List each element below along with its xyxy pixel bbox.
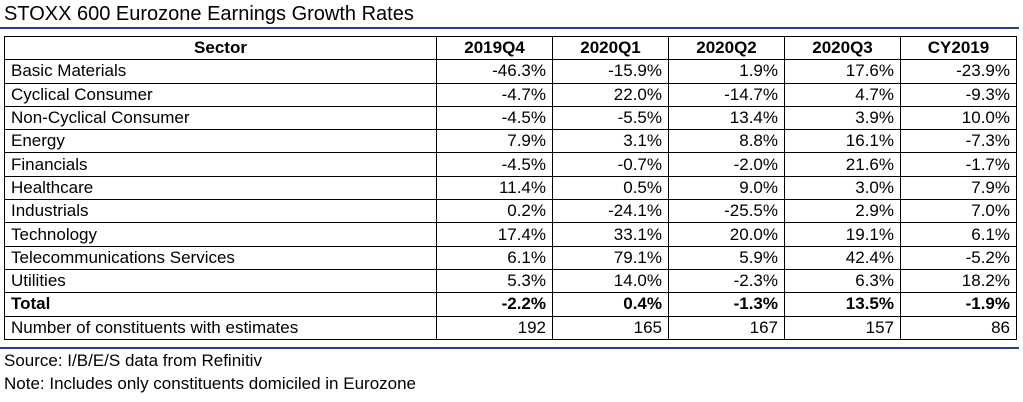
cell-value: 4.7% [784,82,901,107]
cell-value: -4.7% [436,82,553,107]
row-label: Healthcare [4,175,437,201]
column-header-2020q1: 2020Q1 [552,35,669,61]
column-header-2020q3: 2020Q3 [784,35,901,61]
cell-value: -7.3% [900,129,1017,154]
cell-value: 5.3% [436,268,553,294]
column-header-sector: Sector [4,35,437,61]
title-rule [0,27,1019,29]
table-row: Healthcare 11.4% 0.5% 9.0% 3.0% 7.9% [4,175,1017,201]
cell-value: 3.0% [784,175,901,201]
table-row: Technology 17.4% 33.1% 20.0% 19.1% 6.1% [4,222,1017,247]
cell-value: -2.0% [668,152,785,177]
cell-value: 0.2% [436,199,553,224]
row-label: Telecommunications Services [4,245,437,270]
cell-value: 20.0% [668,222,785,247]
cell-value: 21.6% [784,152,901,177]
cell-value: -1.7% [900,152,1017,177]
cell-value: 13.5% [784,292,901,317]
cell-value: -2.2% [436,292,553,317]
cell-value: 17.4% [436,222,553,247]
cell-value: 165 [552,315,669,340]
cell-value: 18.2% [900,268,1017,294]
cell-value: 0.5% [552,175,669,201]
column-header-2020q2: 2020Q2 [668,35,785,61]
cell-value: -5.5% [552,105,669,131]
column-header-2019q4: 2019Q4 [436,35,553,61]
cell-value: 8.8% [668,129,785,154]
cell-value: 14.0% [552,268,669,294]
row-label: Total [4,292,437,317]
cell-value: 33.1% [552,222,669,247]
row-label: Industrials [4,199,437,224]
cell-value: 9.0% [668,175,785,201]
earnings-growth-table: Sector 2019Q4 2020Q1 2020Q2 2020Q3 CY2019 Bas… [4,35,1017,340]
table-row: Cyclical Consumer -4.7% 22.0% -14.7% 4.7% -9.… [4,82,1017,107]
cell-value: -15.9% [552,59,669,84]
domicile-note: Note: Includes only constituents domicil… [4,374,417,393]
cell-value: 0.4% [552,292,669,317]
row-label: Financials [4,152,437,177]
cell-value: 3.1% [552,129,669,154]
source-note: Source: I/B/E/S data from Refinitiv [4,351,262,370]
row-label: Cyclical Consumer [4,82,437,107]
cell-value: 42.4% [784,245,901,270]
table-row: Energy 7.9% 3.1% 8.8% 16.1% -7.3% [4,129,1017,154]
cell-value: -46.3% [436,59,553,84]
table-row: Industrials 0.2% -24.1% -25.5% 2.9% 7.0% [4,199,1017,224]
cell-value: 6.1% [900,222,1017,247]
cell-value: 6.1% [436,245,553,270]
cell-value: 79.1% [552,245,669,270]
cell-value: 192 [436,315,553,340]
row-label: Technology [4,222,437,247]
cell-value: 19.1% [784,222,901,247]
cell-value: 1.9% [668,59,785,84]
row-label: Non-Cyclical Consumer [4,105,437,131]
cell-value: -2.3% [668,268,785,294]
cell-value: 167 [668,315,785,340]
table-title: STOXX 600 Eurozone Earnings Growth Rates [4,3,414,25]
row-label: Number of constituents with estimates [4,315,437,340]
cell-value: 6.3% [784,268,901,294]
cell-value: -23.9% [900,59,1017,84]
cell-value: 86 [900,315,1017,340]
table-body: Basic Materials -46.3% -15.9% 1.9% 17.6% -23.… [4,59,1017,340]
cell-value: -1.9% [900,292,1017,317]
table-row: Telecommunications Services 6.1% 79.1% 5.9%… [4,245,1017,270]
cell-value: 3.9% [784,105,901,131]
cell-value: -9.3% [900,82,1017,107]
cell-value: 5.9% [668,245,785,270]
total-row: Total -2.2% 0.4% -1.3% 13.5% -1.9% [4,292,1017,317]
cell-value: -1.3% [668,292,785,317]
cell-value: 7.9% [900,175,1017,201]
cell-value: -24.1% [552,199,669,224]
cell-value: 16.1% [784,129,901,154]
cell-value: 7.9% [436,129,553,154]
cell-value: -0.7% [552,152,669,177]
row-label: Energy [4,129,437,154]
header-row: Sector 2019Q4 2020Q1 2020Q2 2020Q3 CY2019 [4,35,1017,61]
cell-value: -4.5% [436,152,553,177]
cell-value: 13.4% [668,105,785,131]
table-row: Financials -4.5% -0.7% -2.0% 21.6% -1.7% [4,152,1017,177]
cell-value: -14.7% [668,82,785,107]
footer-rule [0,347,1019,349]
column-header-cy2019: CY2019 [900,35,1017,61]
cell-value: 17.6% [784,59,901,84]
row-label: Utilities [4,268,437,294]
table-row: Number of constituents with estimates 192… [4,315,1017,340]
cell-value: 22.0% [552,82,669,107]
cell-value: -25.5% [668,199,785,224]
cell-value: 10.0% [900,105,1017,131]
cell-value: 11.4% [436,175,553,201]
cell-value: 157 [784,315,901,340]
cell-value: -5.2% [900,245,1017,270]
row-label: Basic Materials [4,59,437,84]
table-row: Non-Cyclical Consumer -4.5% -5.5% 13.4% 3.9%… [4,105,1017,131]
table-row: Basic Materials -46.3% -15.9% 1.9% 17.6% -23.… [4,59,1017,84]
cell-value: 7.0% [900,199,1017,224]
cell-value: -4.5% [436,105,553,131]
table-row: Utilities 5.3% 14.0% -2.3% 6.3% 18.2% [4,268,1017,294]
cell-value: 2.9% [784,199,901,224]
